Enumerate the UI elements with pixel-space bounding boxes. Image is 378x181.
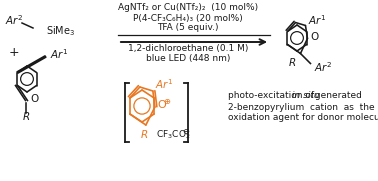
Text: oxidation agent for donor molecules: oxidation agent for donor molecules [228, 113, 378, 123]
Text: blue LED (448 nm): blue LED (448 nm) [146, 54, 230, 62]
Text: TFA (5 equiv.): TFA (5 equiv.) [157, 24, 219, 33]
Text: Ar$^1$: Ar$^1$ [51, 48, 68, 61]
Text: 2-benzopyrylium  cation  as  the: 2-benzopyrylium cation as the [228, 102, 375, 111]
Text: O: O [157, 100, 166, 110]
Text: in situ: in situ [292, 92, 320, 100]
Text: Ar$^1$: Ar$^1$ [308, 14, 327, 27]
Text: R: R [23, 111, 30, 121]
Text: R: R [289, 58, 296, 68]
Text: O: O [31, 94, 39, 104]
Text: Ar$^2$: Ar$^2$ [314, 61, 332, 74]
Text: photo-excitation of: photo-excitation of [228, 92, 317, 100]
Text: P(4-CF₃C₆H₄)₃ (20 mol%): P(4-CF₃C₆H₄)₃ (20 mol%) [133, 14, 243, 22]
Text: O: O [310, 31, 319, 41]
Text: ⊖: ⊖ [182, 127, 189, 136]
Text: AgNTf₂ or Cu(NTf₂)₂  (10 mol%): AgNTf₂ or Cu(NTf₂)₂ (10 mol%) [118, 3, 258, 12]
Text: ⊕: ⊕ [163, 98, 170, 106]
Text: Ar$^2$: Ar$^2$ [5, 13, 23, 27]
Text: CF$_3$CO$_2$: CF$_3$CO$_2$ [156, 129, 191, 141]
Text: R: R [140, 130, 147, 140]
Text: generated: generated [312, 92, 362, 100]
Text: SiMe$_3$: SiMe$_3$ [46, 24, 75, 38]
Text: +: + [9, 47, 19, 60]
Text: 1,2-dichloroethane (0.1 M): 1,2-dichloroethane (0.1 M) [128, 43, 248, 52]
Text: Ar$^1$: Ar$^1$ [155, 77, 173, 91]
